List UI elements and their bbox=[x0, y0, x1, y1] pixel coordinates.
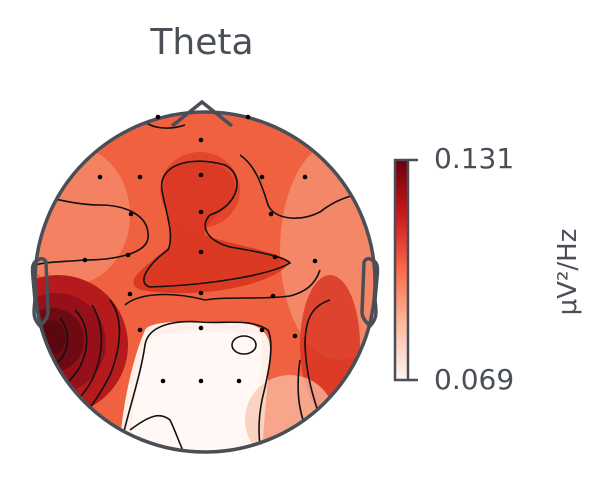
sensor-marker bbox=[137, 327, 143, 333]
colorbar-frame bbox=[393, 158, 410, 382]
colorbar-gradient bbox=[395, 160, 408, 380]
sensor-marker bbox=[125, 252, 131, 258]
contour-lines bbox=[35, 116, 375, 452]
sensor-marker bbox=[128, 211, 134, 217]
colorbar bbox=[393, 158, 418, 382]
contour-center-left bbox=[124, 293, 206, 306]
contour-center-right bbox=[204, 269, 321, 301]
sensor-marker bbox=[236, 378, 242, 384]
field-frontal-peak bbox=[160, 152, 240, 228]
field-posterior-core bbox=[130, 331, 262, 452]
sensor-marker bbox=[137, 174, 143, 180]
sensor-marker bbox=[160, 378, 166, 384]
contour-right-frontal bbox=[239, 154, 375, 219]
field-left-frontal bbox=[35, 145, 130, 285]
left-ear bbox=[30, 256, 50, 329]
chart-title: Theta bbox=[150, 22, 254, 63]
field-layer bbox=[35, 112, 375, 452]
contour-posterior bbox=[119, 320, 272, 452]
sensor-marker bbox=[268, 211, 274, 217]
sensor-marker bbox=[292, 333, 298, 339]
contour-midline bbox=[143, 160, 292, 288]
sensor-marker bbox=[270, 293, 276, 299]
sensor-marker bbox=[259, 327, 265, 333]
colorbar-max-label: 0.131 bbox=[434, 142, 515, 175]
sensor-marker bbox=[312, 258, 318, 264]
sensor-marker bbox=[272, 254, 278, 260]
contour-small-island bbox=[231, 335, 257, 355]
colorbar-units-label: μV²/Hz bbox=[553, 228, 583, 316]
sensor-marker bbox=[82, 257, 88, 263]
sensor-marker bbox=[198, 290, 204, 296]
nose bbox=[170, 99, 234, 128]
sensor-marker bbox=[198, 249, 204, 255]
sensor-marker bbox=[127, 291, 133, 297]
sensor-marker bbox=[198, 325, 204, 331]
contour-left-frontal bbox=[35, 194, 149, 266]
right-ear bbox=[360, 256, 380, 329]
colorbar-min-label: 0.069 bbox=[434, 363, 515, 396]
sensor-marker bbox=[198, 137, 204, 143]
sensor-marker bbox=[198, 172, 204, 178]
sensor-marker bbox=[259, 174, 265, 180]
sensor-marker bbox=[198, 209, 204, 215]
sensor-marker bbox=[97, 174, 103, 180]
sensor-marker bbox=[155, 114, 161, 120]
head-outline bbox=[30, 99, 380, 454]
sensor-marker bbox=[245, 114, 251, 120]
contour-occipital-left bbox=[129, 414, 186, 452]
sensor-markers bbox=[82, 114, 318, 384]
sensor-marker bbox=[198, 378, 204, 384]
sensor-marker bbox=[302, 174, 308, 180]
